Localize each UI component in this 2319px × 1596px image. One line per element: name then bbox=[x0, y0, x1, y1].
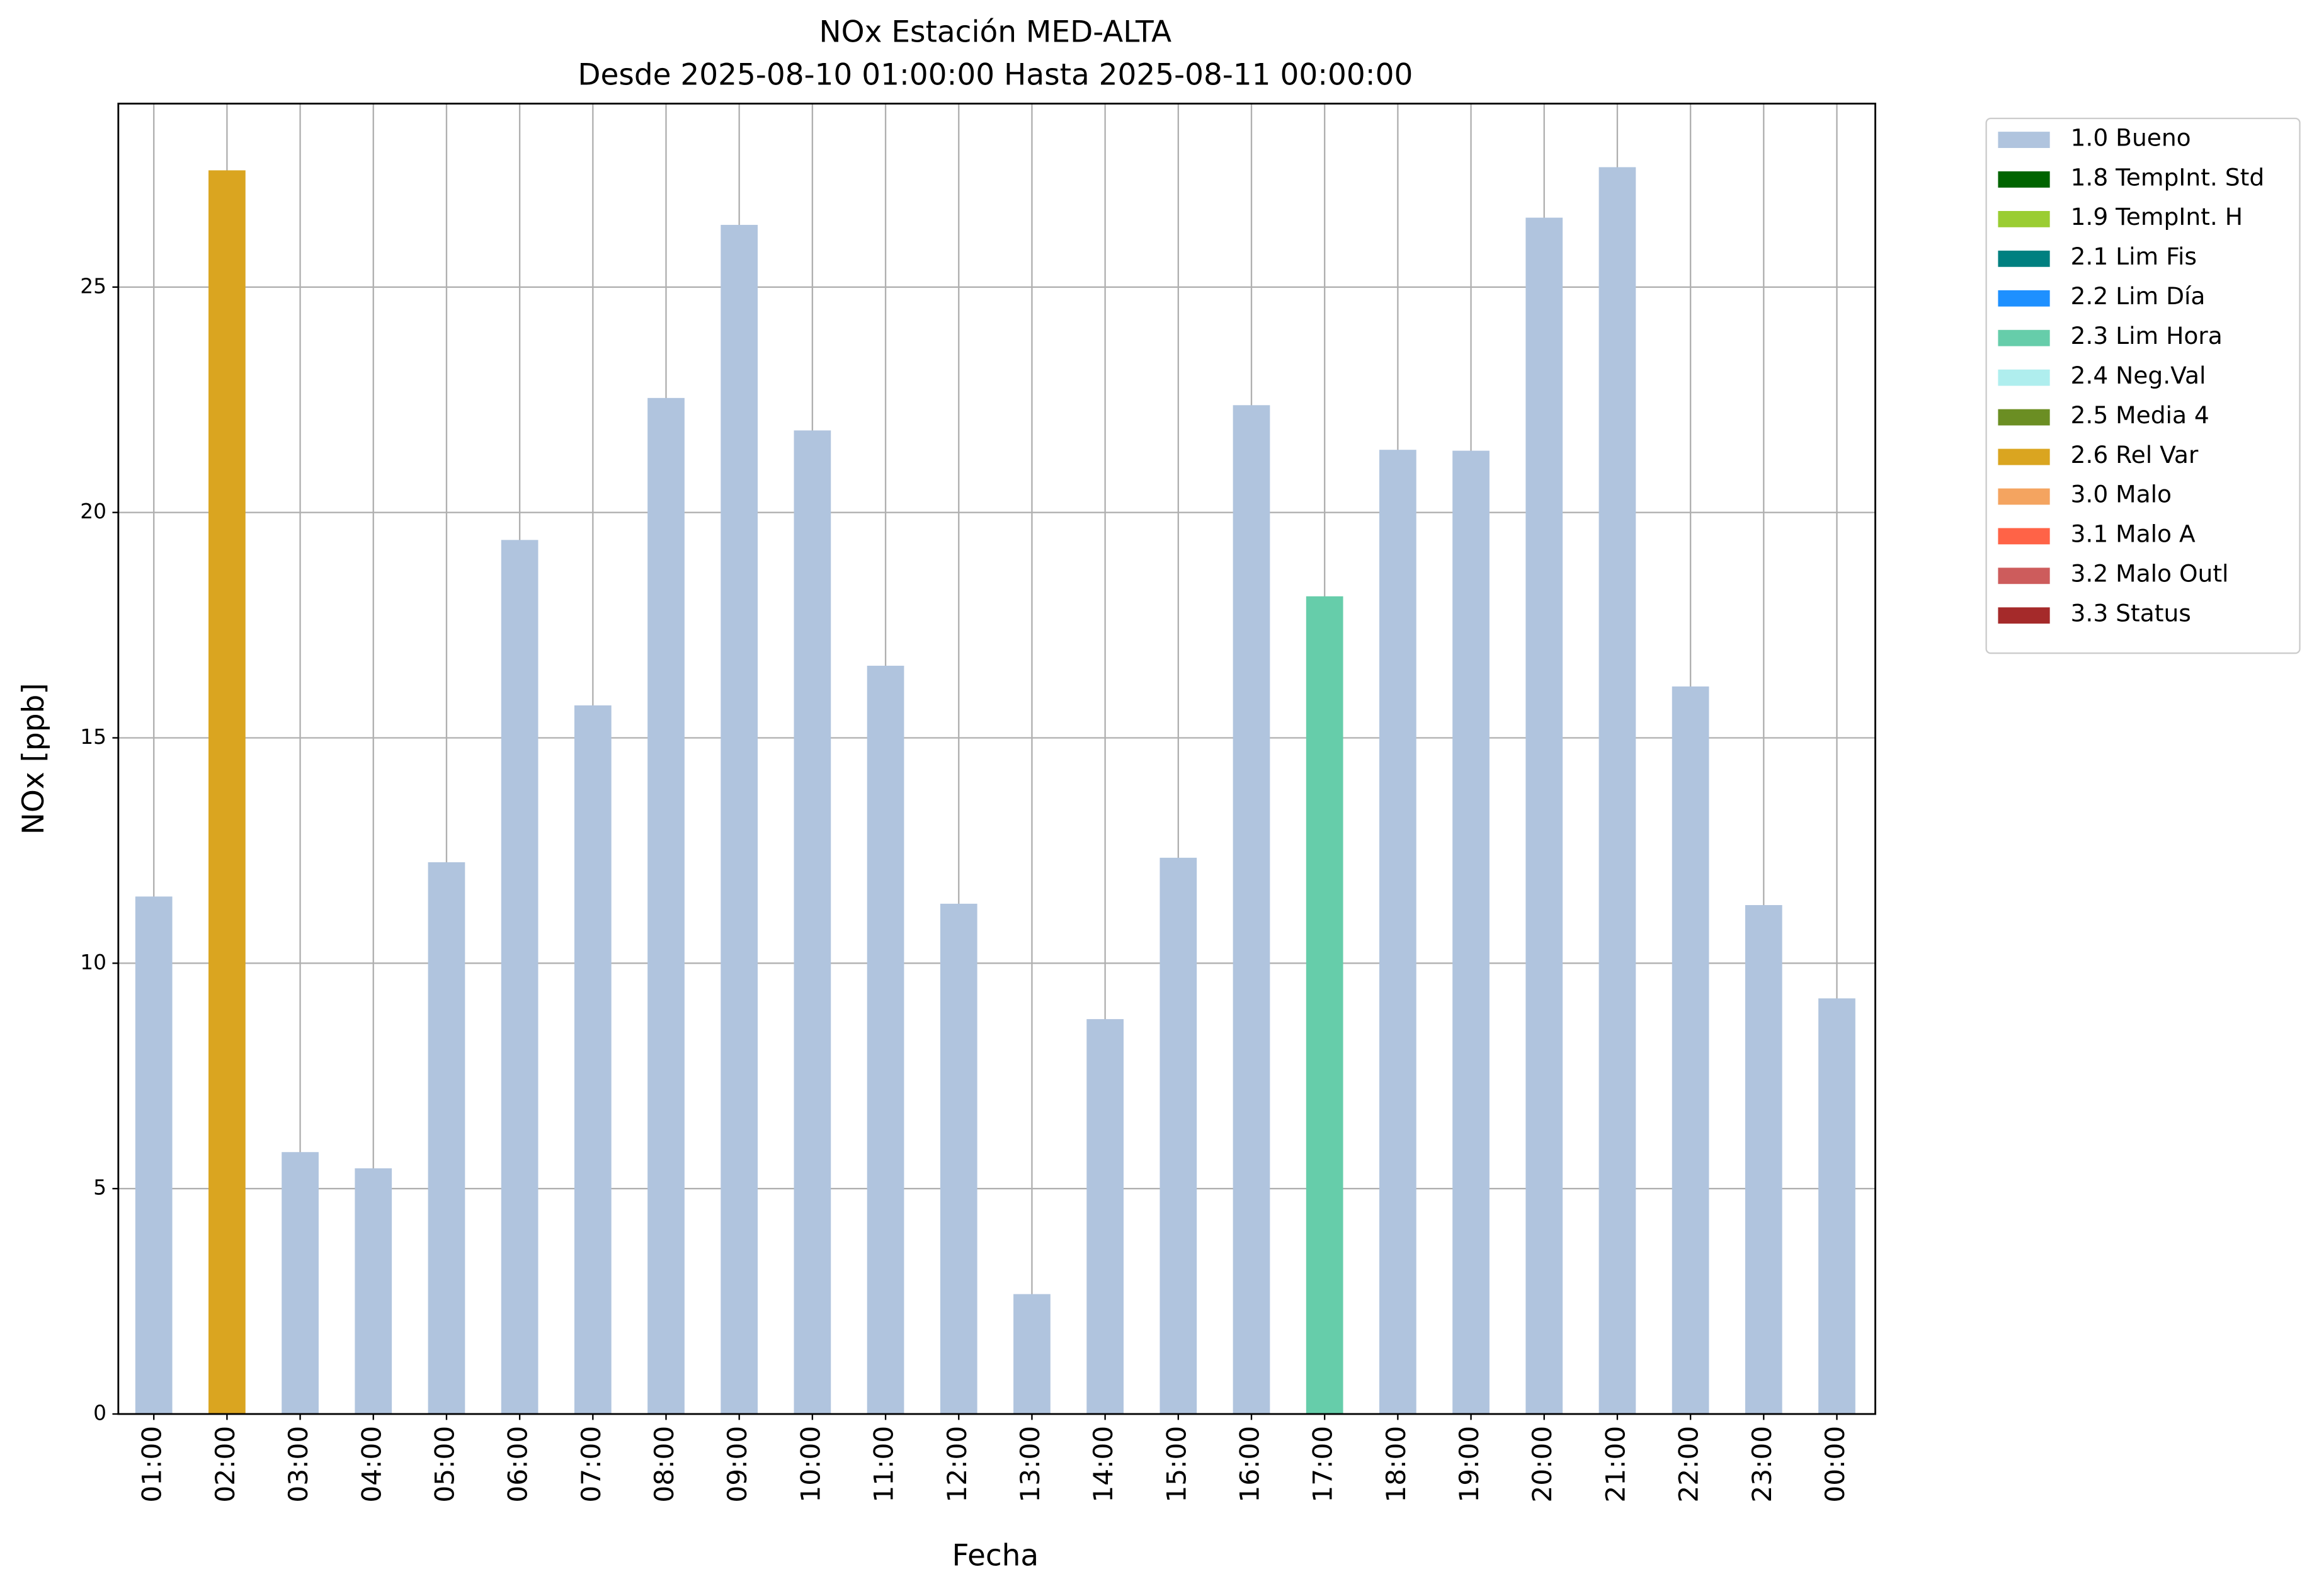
x-tick-label: 04:00 bbox=[356, 1426, 387, 1503]
x-tick-label: 23:00 bbox=[1746, 1426, 1777, 1503]
x-tick-label: 10:00 bbox=[795, 1426, 826, 1503]
x-tick-label: 02:00 bbox=[210, 1426, 241, 1503]
y-axis-label: NOx [ppb] bbox=[16, 683, 51, 835]
x-tick-label: 20:00 bbox=[1527, 1426, 1558, 1503]
legend-label: 2.4 Neg.Val bbox=[2071, 362, 2206, 389]
legend-label: 2.6 Rel Var bbox=[2071, 441, 2199, 469]
bar bbox=[574, 705, 612, 1415]
legend-label: 3.3 Status bbox=[2071, 600, 2191, 627]
bar bbox=[940, 903, 977, 1415]
bar bbox=[1306, 596, 1343, 1415]
x-tick-label: 07:00 bbox=[576, 1426, 607, 1503]
legend-swatch bbox=[1998, 567, 2050, 584]
x-tick-label: 16:00 bbox=[1234, 1426, 1265, 1503]
y-tick-label: 25 bbox=[80, 273, 106, 298]
bar bbox=[501, 540, 538, 1415]
bar bbox=[1086, 1019, 1124, 1415]
y-tick-label: 0 bbox=[93, 1401, 106, 1425]
x-tick-label: 15:00 bbox=[1161, 1426, 1192, 1503]
x-tick-label: 00:00 bbox=[1820, 1426, 1850, 1503]
legend-label: 2.2 Lim Día bbox=[2071, 282, 2206, 310]
legend-label: 1.8 TempInt. Std bbox=[2071, 163, 2265, 191]
y-tick-label: 10 bbox=[80, 950, 106, 974]
x-tick-label: 06:00 bbox=[503, 1426, 533, 1503]
x-tick-label: 05:00 bbox=[429, 1426, 460, 1503]
legend-label: 3.0 Malo bbox=[2071, 481, 2172, 508]
x-tick-label: 09:00 bbox=[722, 1426, 753, 1503]
x-tick-label: 03:00 bbox=[283, 1426, 314, 1503]
legend-swatch bbox=[1998, 448, 2050, 465]
x-tick-label: 13:00 bbox=[1015, 1426, 1046, 1503]
legend-swatch bbox=[1998, 171, 2050, 188]
legend-label: 2.3 Lim Hora bbox=[2071, 322, 2223, 350]
legend-label: 2.5 Media 4 bbox=[2071, 401, 2209, 429]
legend-swatch bbox=[1998, 290, 2050, 307]
bar bbox=[1452, 450, 1490, 1415]
bar bbox=[867, 665, 904, 1415]
y-tick-label: 15 bbox=[80, 724, 106, 749]
legend-label: 3.2 Malo Outl bbox=[2071, 560, 2229, 588]
x-tick-label: 18:00 bbox=[1381, 1426, 1411, 1503]
legend-label: 2.1 Lim Fis bbox=[2071, 242, 2197, 270]
plot-frame bbox=[117, 103, 1876, 1415]
legend-swatch bbox=[1998, 132, 2050, 148]
bar bbox=[1013, 1294, 1051, 1415]
bar bbox=[1160, 857, 1197, 1415]
x-tick-label: 11:00 bbox=[869, 1426, 899, 1503]
x-tick-label: 19:00 bbox=[1454, 1426, 1484, 1503]
x-tick-label: 17:00 bbox=[1308, 1426, 1338, 1503]
legend-swatch bbox=[1998, 528, 2050, 545]
bar bbox=[1598, 167, 1636, 1415]
legend-label: 3.1 Malo A bbox=[2071, 520, 2196, 548]
legend-swatch bbox=[1998, 488, 2050, 505]
x-tick-label: 22:00 bbox=[1673, 1426, 1704, 1503]
y-tick-label: 5 bbox=[93, 1175, 106, 1200]
bar bbox=[208, 170, 246, 1415]
legend-label: 1.9 TempInt. H bbox=[2071, 203, 2243, 231]
bar bbox=[428, 862, 465, 1415]
bar bbox=[1745, 905, 1782, 1415]
bar bbox=[1525, 217, 1563, 1415]
x-tick-label: 21:00 bbox=[1600, 1426, 1631, 1503]
legend-frame bbox=[1985, 117, 2301, 654]
chart-title: NOx Estación MED-ALTA bbox=[819, 15, 1172, 50]
y-tick-label: 20 bbox=[80, 499, 106, 523]
bar bbox=[355, 1168, 392, 1415]
x-tick-label: 14:00 bbox=[1088, 1426, 1119, 1503]
bar bbox=[1233, 405, 1270, 1415]
x-tick-label: 12:00 bbox=[942, 1426, 972, 1503]
bar bbox=[721, 225, 758, 1415]
bar bbox=[1672, 686, 1709, 1415]
x-tick-label: 01:00 bbox=[137, 1426, 168, 1503]
x-axis-label: Fecha bbox=[952, 1538, 1039, 1573]
bar bbox=[135, 896, 173, 1415]
bar bbox=[282, 1152, 319, 1415]
x-tick-label: 08:00 bbox=[649, 1426, 680, 1503]
legend-swatch bbox=[1998, 369, 2050, 386]
legend-swatch bbox=[1998, 250, 2050, 267]
bar bbox=[1379, 450, 1416, 1415]
chart-subtitle: Desde 2025-08-10 01:00:00 Hasta 2025-08-… bbox=[578, 58, 1413, 93]
legend-swatch bbox=[1998, 409, 2050, 426]
legend-label: 1.0 Bueno bbox=[2071, 123, 2191, 151]
legend-swatch bbox=[1998, 607, 2050, 624]
legend-swatch bbox=[1998, 329, 2050, 346]
legend-swatch bbox=[1998, 210, 2050, 227]
bar bbox=[794, 430, 831, 1415]
bar bbox=[647, 397, 685, 1415]
bar bbox=[1818, 998, 1855, 1415]
